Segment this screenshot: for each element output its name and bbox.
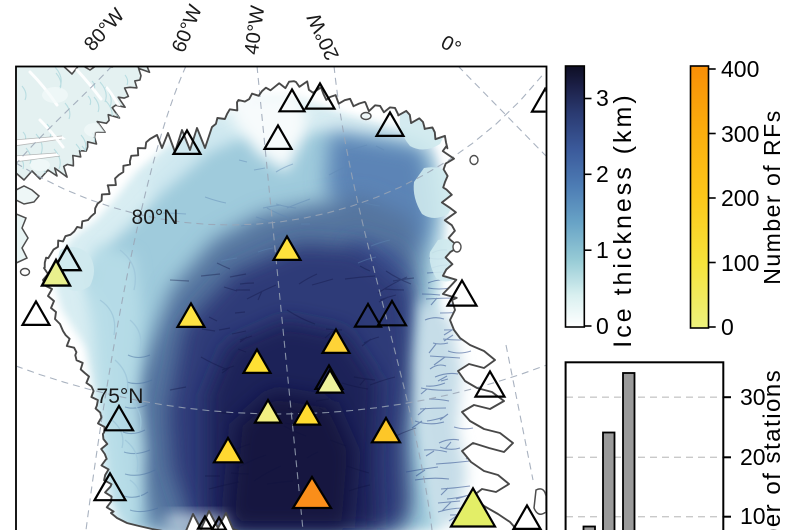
svg-text:Ice thickness (km): Ice thickness (km) xyxy=(609,92,637,347)
svg-text:3: 3 xyxy=(596,85,609,111)
svg-text:2: 2 xyxy=(596,161,609,187)
svg-text:80°N: 80°N xyxy=(132,206,179,229)
svg-text:0: 0 xyxy=(721,314,734,340)
svg-text:0: 0 xyxy=(596,313,609,339)
svg-text:10: 10 xyxy=(740,503,766,529)
svg-text:100: 100 xyxy=(721,250,759,276)
svg-text:30: 30 xyxy=(740,384,766,410)
svg-text:75°N: 75°N xyxy=(97,385,144,408)
svg-text:300: 300 xyxy=(721,121,759,147)
svg-text:1: 1 xyxy=(596,237,609,263)
svg-text:Number of RFs: Number of RFs xyxy=(759,109,785,284)
svg-text:200: 200 xyxy=(721,185,759,211)
svg-text:20: 20 xyxy=(740,444,766,470)
svg-text:400: 400 xyxy=(721,56,759,82)
svg-text:Number of stations: Number of stations xyxy=(759,369,786,530)
